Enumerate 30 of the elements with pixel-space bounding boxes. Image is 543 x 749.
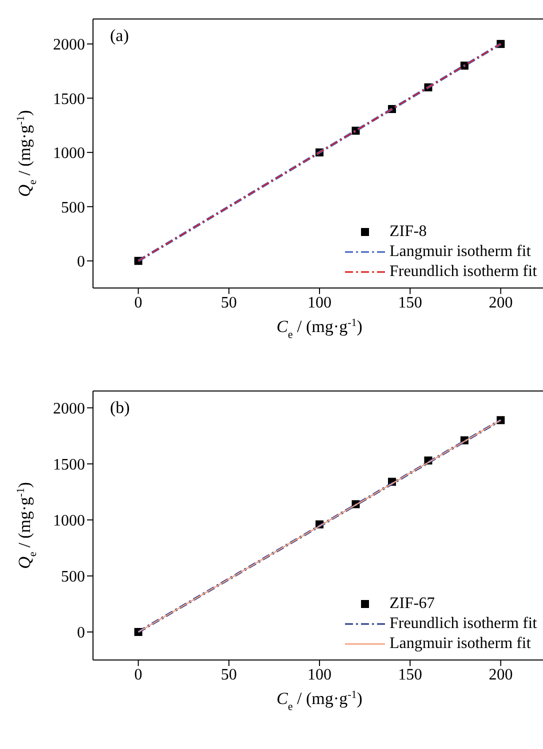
y-tick-label: 1000 <box>53 145 85 162</box>
x-tick-label: 150 <box>398 294 422 312</box>
y-tick-label: 1000 <box>53 512 85 530</box>
legend-label: Langmuir isotherm fit <box>389 242 531 262</box>
y-tick-label: 1500 <box>53 90 85 108</box>
x-tick-label: 0 <box>134 294 142 312</box>
x-tick-label: 200 <box>488 666 513 684</box>
x-tick-label: 100 <box>308 666 332 684</box>
legend-label: Freundlich isotherm fit <box>389 614 537 634</box>
x-axis-title: C$_{e}$ / (mg·g$^{-1}$) <box>276 317 362 341</box>
y-tick-label: 500 <box>61 568 85 586</box>
y-tick-label: 500 <box>61 199 85 216</box>
x-tick-label: 0 <box>134 666 142 684</box>
legend-label: Freundlich isotherm fit <box>389 262 537 282</box>
legend-label: ZIF-67 <box>389 594 435 614</box>
x-tick-label: 200 <box>488 294 513 312</box>
chart-title: (a) <box>110 26 129 46</box>
x-tick-label: 150 <box>398 666 422 684</box>
x-tick-label: 50 <box>220 666 237 684</box>
y-tick-label: 1500 <box>53 456 85 474</box>
x-tick-label: 50 <box>220 294 237 312</box>
y-tick-label: 0 <box>77 254 85 271</box>
legend-label: Langmuir isotherm fit <box>389 634 531 654</box>
y-tick-label: 2000 <box>53 400 85 418</box>
y-tick-label: 0 <box>77 624 85 642</box>
legend-label: ZIF-8 <box>389 222 427 242</box>
x-axis-title: C$_{e}$ / (mg·g$^{-1}$) <box>276 689 362 713</box>
chart-title: (b) <box>110 398 130 418</box>
x-tick-label: 100 <box>308 294 332 312</box>
y-tick-label: 2000 <box>53 36 85 54</box>
